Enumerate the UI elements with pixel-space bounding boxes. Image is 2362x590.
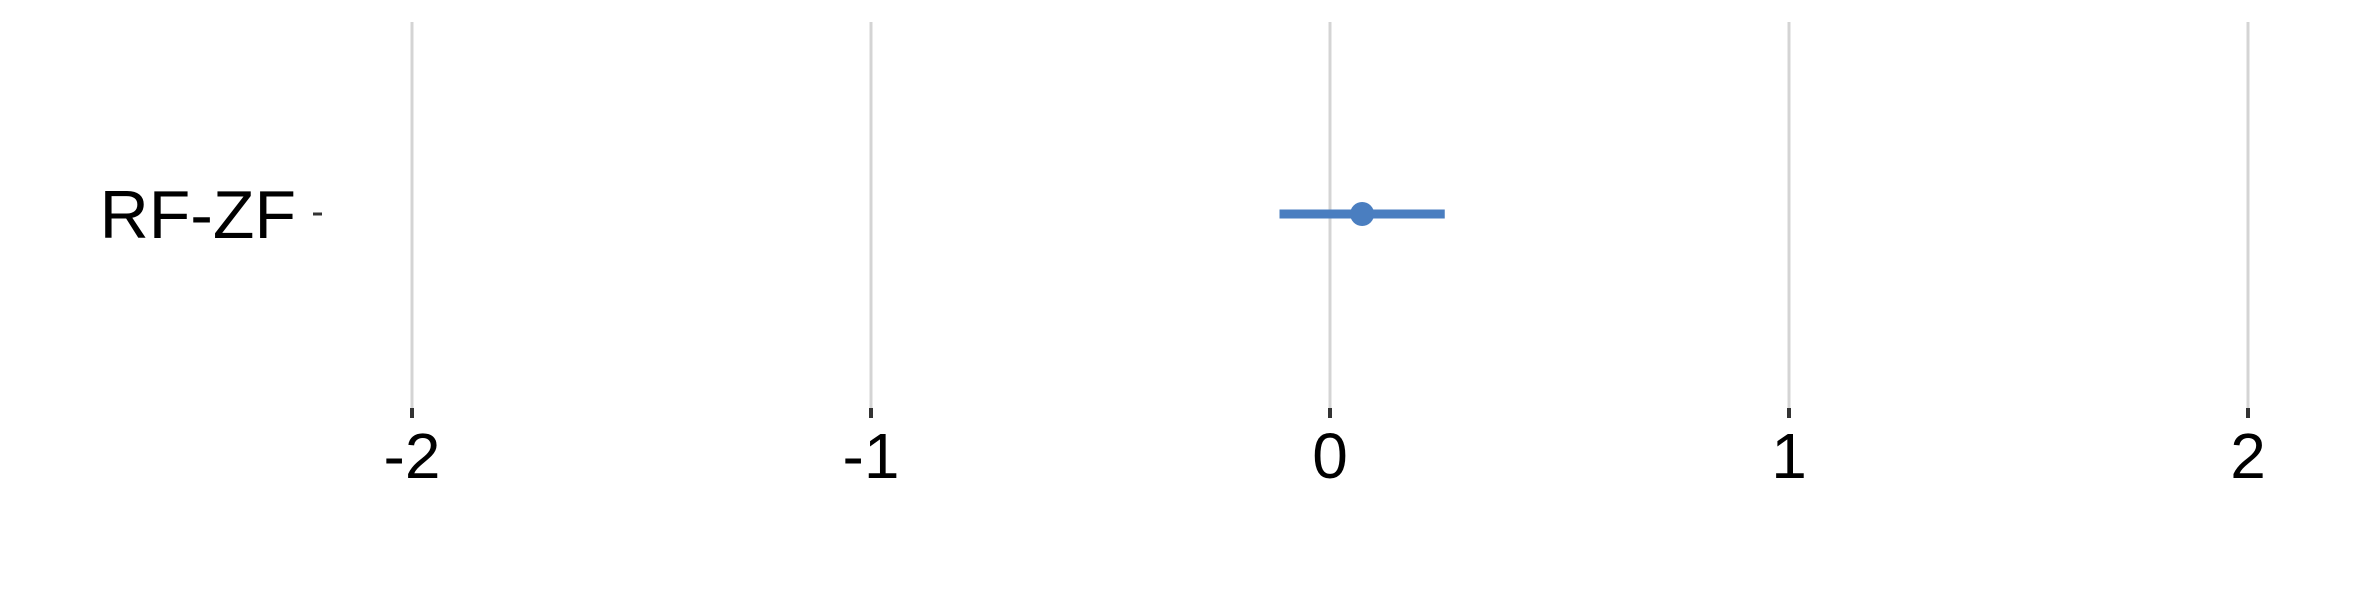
x-tick-label: 0 — [1312, 420, 1348, 492]
x-tick-label: 1 — [1771, 420, 1807, 492]
y-axis: RF-ZF — [100, 177, 322, 253]
point-estimate — [1350, 202, 1375, 226]
y-category-label: RF-ZF — [100, 177, 296, 253]
x-tick-label: 2 — [2230, 420, 2266, 492]
data-marks — [1279, 202, 1445, 226]
x-axis: -2 -1 0 1 2 — [384, 408, 2266, 492]
x-tick-label: -1 — [843, 420, 900, 492]
x-tick-label: -2 — [384, 420, 441, 492]
